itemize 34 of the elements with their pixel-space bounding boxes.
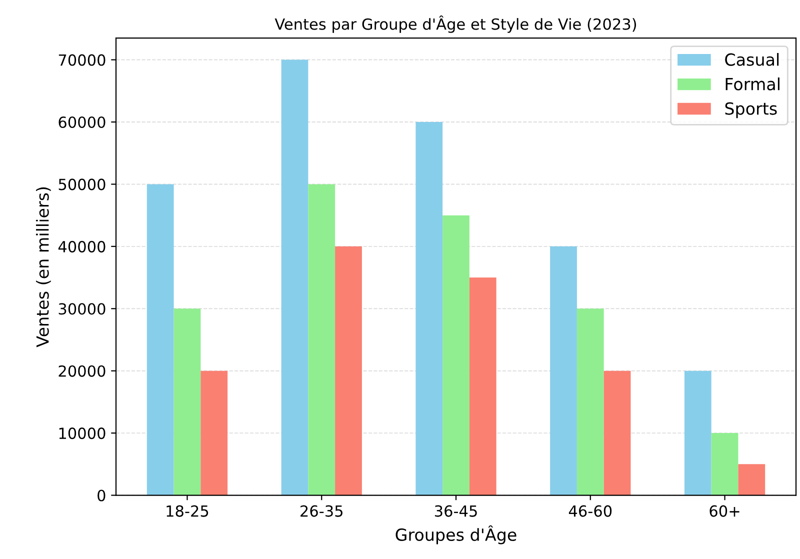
legend-label: Formal	[726, 77, 780, 90]
bar	[738, 464, 766, 496]
x-tick-label: 26-35	[300, 505, 342, 517]
legend-label: Casual	[725, 53, 779, 66]
chart-title: Ventes par Groupe d'Âge et Style de Vie (2023)	[274, 16, 636, 33]
bar	[308, 184, 336, 496]
bar	[469, 278, 496, 496]
bar	[335, 246, 362, 496]
y-tick-label: 40000	[58, 240, 106, 252]
y-tick-label: 10000	[59, 428, 106, 440]
bar	[442, 215, 470, 496]
bar	[604, 370, 631, 496]
x-tick-label: 46-60	[568, 505, 612, 517]
legend-label: Sports	[725, 102, 777, 118]
bar	[684, 370, 712, 496]
bar	[281, 60, 308, 496]
bar	[576, 308, 604, 496]
y-tick-label: 30000	[58, 303, 106, 315]
y-tick-label: 0	[98, 490, 106, 502]
y-tick-label: 50000	[58, 178, 106, 190]
y-tick-label: 70000	[58, 54, 106, 66]
x-tick-label: 60+	[710, 505, 740, 517]
bar	[711, 433, 738, 496]
bar	[200, 370, 228, 496]
y-tick-label: 60000	[58, 116, 106, 128]
bar	[146, 184, 174, 496]
y-axis-title: Ventes (en milliers)	[36, 187, 51, 348]
bar	[416, 122, 443, 496]
bar	[174, 308, 201, 496]
y-tick-label: 20000	[58, 365, 106, 377]
x-tick-label: 18-25	[166, 505, 208, 517]
x-axis-title: Groupes d'Âge	[396, 525, 516, 544]
bar	[550, 246, 577, 496]
x-tick-label: 36-45	[434, 505, 477, 517]
